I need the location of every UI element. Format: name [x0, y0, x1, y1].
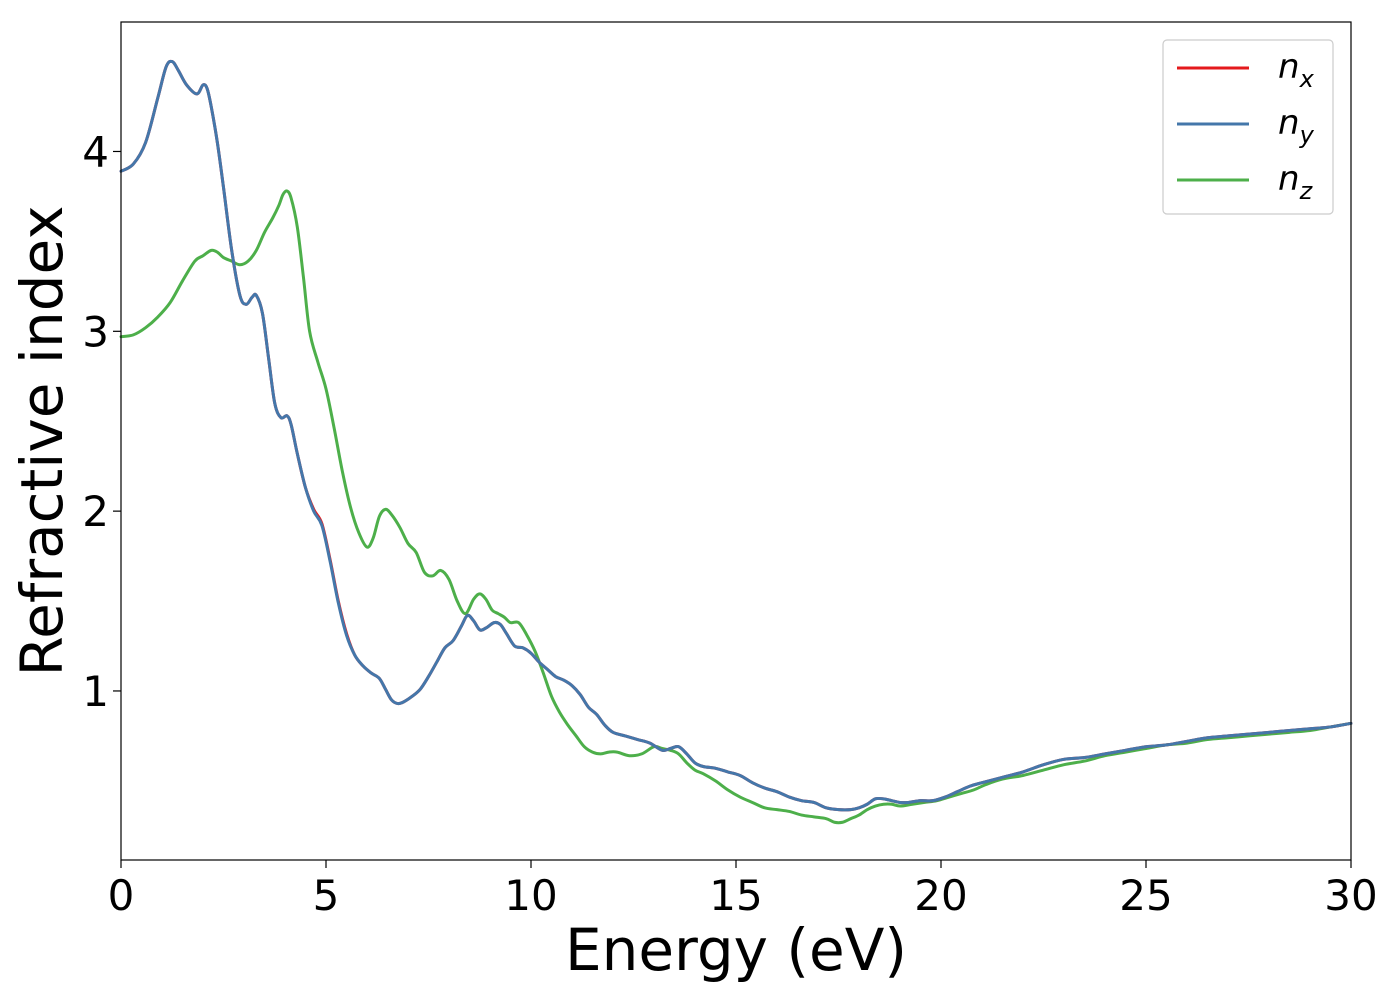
legend-label-y: ny	[1278, 103, 1315, 149]
series-line-n-y	[119, 59, 1353, 812]
y-tick-label: 2	[82, 487, 109, 536]
legend: nx ny nz	[1162, 39, 1334, 215]
y-tick-label: 1	[82, 667, 109, 716]
series-layer	[119, 59, 1353, 825]
y-axis-title: Refractive index	[8, 205, 76, 676]
x-tick-label: 10	[504, 871, 557, 920]
legend-label-x: nx	[1278, 47, 1315, 93]
x-tick-label: 20	[914, 871, 967, 920]
legend-entries: nx ny nz	[1177, 47, 1315, 205]
x-tick-label: 25	[1119, 871, 1172, 920]
legend-label-z: nz	[1278, 159, 1314, 205]
y-tick-label: 4	[82, 127, 109, 176]
series-line-n-z	[119, 189, 1353, 825]
x-axis-title: Energy (eV)	[565, 916, 907, 984]
x-tick-label: 15	[709, 871, 762, 920]
legend-box	[1162, 39, 1334, 215]
x-tick-label: 5	[313, 871, 340, 920]
y-tick-label: 3	[82, 307, 109, 356]
x-tick-label: 30	[1324, 871, 1377, 920]
x-tick-label: 0	[108, 871, 135, 920]
tick-layer: 0 5 10 15 20 25 30 1 2 3 4	[82, 127, 1377, 920]
